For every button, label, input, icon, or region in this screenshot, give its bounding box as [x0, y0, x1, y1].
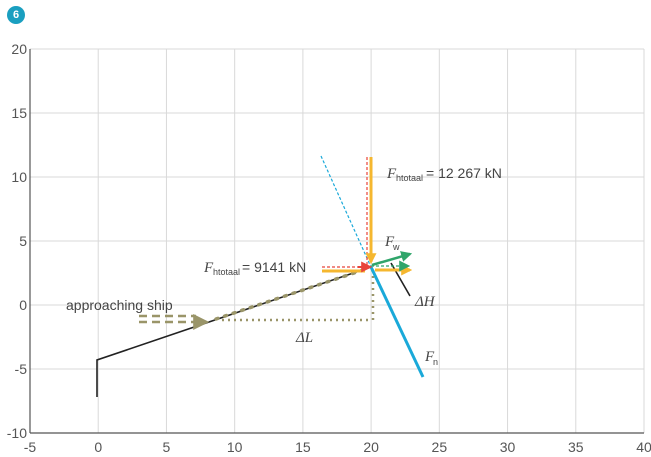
y-tick-label: 10 — [11, 169, 27, 185]
x-tick-label: 15 — [295, 439, 311, 455]
x-tick-label: 0 — [94, 439, 102, 455]
x-tick-label: 20 — [363, 439, 379, 455]
y-tick-label: 20 — [11, 41, 27, 57]
x-tick-label: -5 — [24, 439, 37, 455]
ship-approach-dots — [214, 266, 371, 321]
f-w-symbol: F — [384, 234, 395, 250]
delta-l-label: ΔL — [295, 330, 313, 346]
y-tick-label: 5 — [19, 233, 27, 249]
x-tick-label: 5 — [163, 439, 171, 455]
f-n-line — [369, 266, 425, 378]
y-tick-label: -10 — [7, 425, 27, 441]
delta-h-black-line — [390, 262, 411, 297]
f-htotaal-top-subscript: htotaal — [396, 173, 423, 183]
y-tick-label: -5 — [15, 361, 28, 377]
x-tick-label: 30 — [500, 439, 516, 455]
delta-h-label: ΔH — [414, 294, 436, 310]
x-tick-label: 35 — [568, 439, 584, 455]
x-tick-label: 10 — [227, 439, 243, 455]
f-w-subscript: w — [392, 242, 400, 252]
f-n-symbol: F — [424, 349, 435, 365]
f-htotaal-left-subscript: htotaal — [213, 267, 240, 277]
approaching-ship-label: approaching ship — [66, 297, 173, 313]
f-n-subscript: n — [433, 357, 438, 367]
y-tick-label: 0 — [19, 297, 27, 313]
f-w-arrow — [371, 251, 413, 267]
grid-lines — [30, 48, 645, 433]
x-tick-label: 25 — [432, 439, 448, 455]
y-tick-label: 15 — [11, 105, 27, 121]
figure-number-badge: 6 — [7, 6, 25, 24]
diagram-marks — [96, 155, 425, 397]
ship-path-line — [96, 266, 372, 397]
f-htotaal-top-value: = 12 267 kN — [426, 165, 502, 181]
f-htotaal-top-symbol: F — [386, 166, 397, 182]
x-tick-labels: -5 0 5 10 15 20 25 30 35 40 — [24, 439, 651, 455]
f-htotaal-left-symbol: F — [203, 260, 214, 276]
f-htotaal-left-value: = 9141 kN — [242, 259, 306, 275]
x-tick-label: 40 — [636, 439, 651, 455]
y-tick-labels: 20 15 10 5 0 -5 -10 — [7, 41, 27, 441]
fn-extension-dashed — [320, 155, 372, 268]
